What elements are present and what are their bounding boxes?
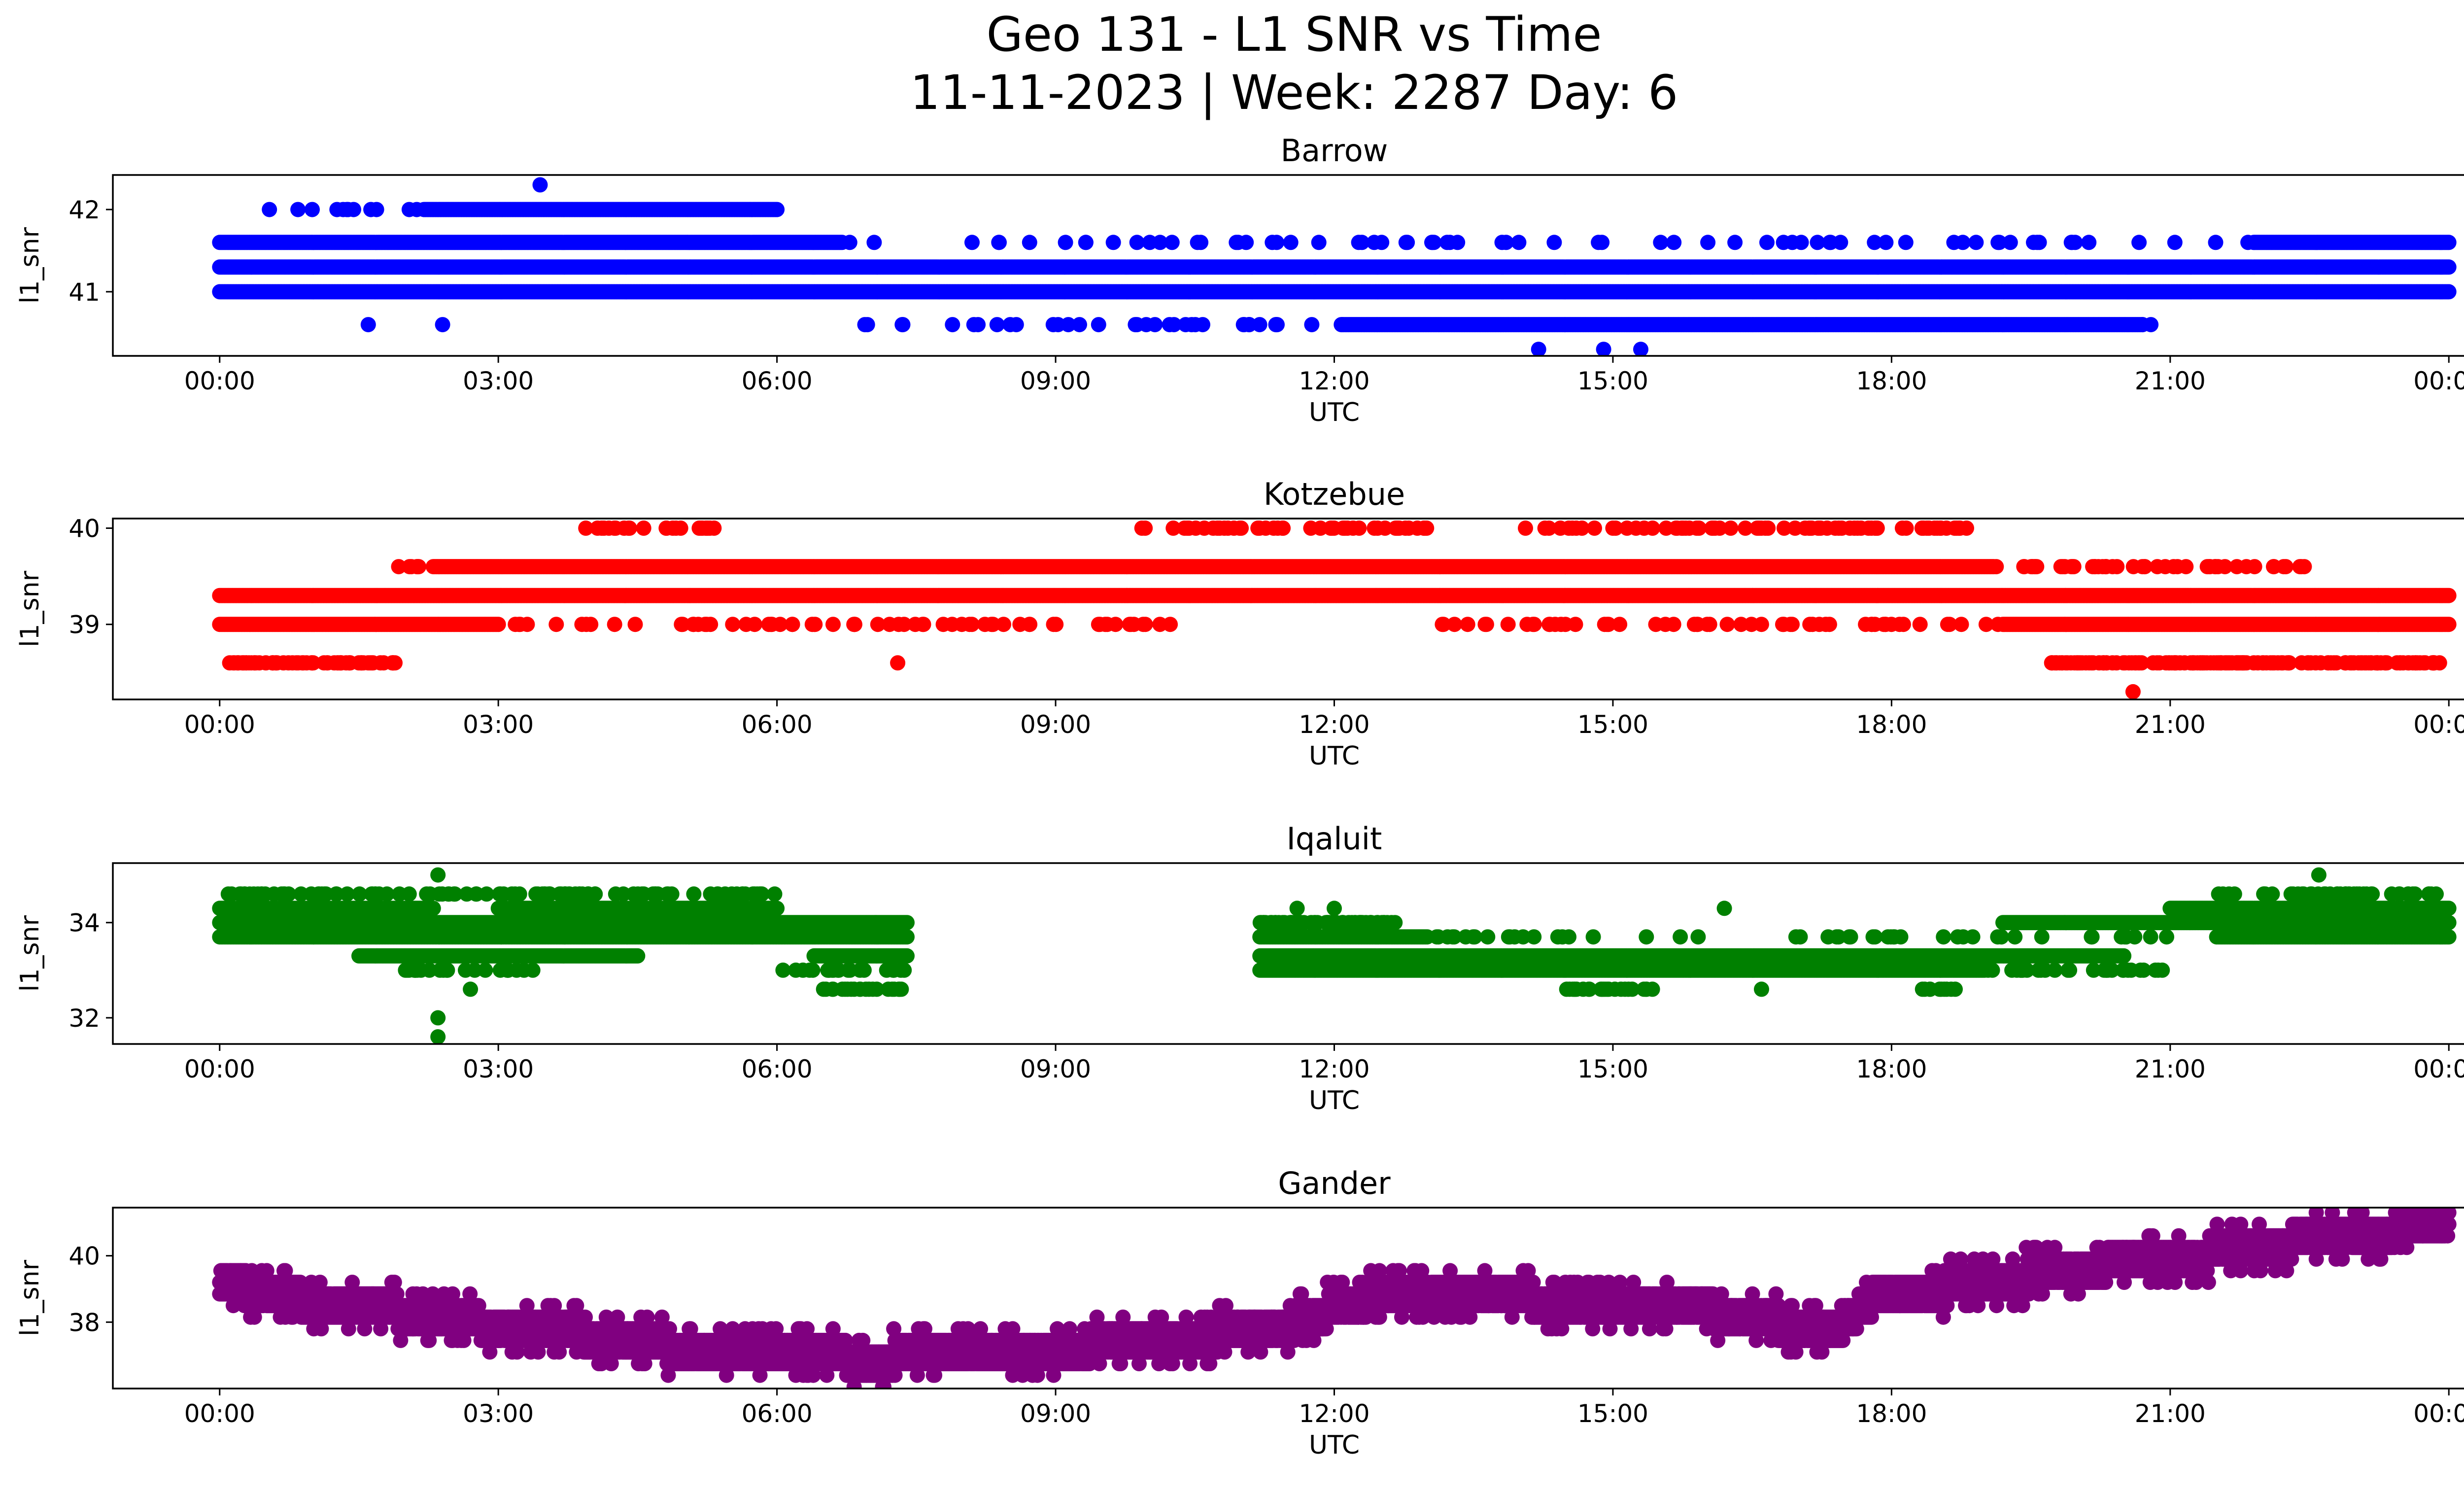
data-point (1596, 342, 1611, 356)
y-tick-label: 42 (68, 196, 100, 224)
data-point (2240, 235, 2256, 250)
data-point (1442, 235, 1458, 250)
data-point (857, 317, 873, 333)
data-point (1190, 235, 1205, 250)
data-point (1008, 317, 1024, 333)
data-point (895, 317, 911, 333)
data-point (2441, 235, 2457, 250)
data-point (1867, 235, 1882, 250)
data-point (1546, 235, 1562, 250)
data-point (2081, 235, 2097, 250)
data-point (991, 235, 1007, 250)
data-point (1776, 235, 1791, 250)
data-point (2135, 317, 2151, 333)
data-point (1022, 235, 1037, 250)
data-point (769, 202, 785, 217)
data-point (966, 317, 982, 333)
x-tick-label: 03:00 (463, 367, 534, 395)
x-axis-label: UTC (1309, 398, 1360, 427)
scatter-series (212, 177, 2457, 356)
subplot-title: Kotzebue (1264, 476, 1405, 512)
data-point (964, 235, 980, 250)
data-point (2167, 235, 2183, 250)
data-point (1061, 317, 1076, 333)
subplots: Barrow 00:00 03:00 06:00 09:00 12:00 15:00 18:0… (15, 133, 2464, 1460)
data-point (1400, 235, 1415, 250)
data-point (305, 202, 320, 217)
data-point (1946, 235, 1962, 250)
data-point (1269, 235, 1285, 250)
data-point (1666, 235, 1682, 250)
data-point (1700, 235, 1716, 250)
data-point (1105, 235, 1121, 250)
data-point (1268, 317, 1284, 333)
data-point (1494, 235, 1510, 250)
data-point (340, 202, 356, 217)
data-point (1594, 235, 1610, 250)
y-axis-label: l1_snr (15, 227, 45, 304)
x-tick-label: 15:00 (1577, 367, 1648, 395)
x-tick-label: 12:00 (1299, 367, 1369, 395)
data-point (1138, 317, 1154, 333)
data-point (1283, 235, 1299, 250)
subplot-title: Barrow (1281, 133, 1388, 169)
subplot-barrow: Barrow 00:00 03:00 06:00 09:00 12:00 15:00 18:0… (15, 133, 2464, 427)
data-point (2441, 259, 2457, 275)
x-tick-label: 06:00 (742, 367, 813, 395)
data-point (1311, 235, 1327, 250)
data-point (1424, 235, 1439, 250)
x-tick-label: 09:00 (1020, 367, 1091, 395)
data-point (360, 317, 376, 333)
x-tick-label: 18:00 (1856, 367, 1927, 395)
data-point (2131, 235, 2147, 250)
data-point (363, 202, 379, 217)
data-point (1078, 235, 1094, 250)
data-point (1759, 235, 1775, 250)
data-point (1727, 235, 1743, 250)
data-point (842, 235, 857, 250)
data-point (989, 317, 1005, 333)
data-point (532, 177, 548, 193)
data-point (1898, 235, 1914, 250)
data-point (1230, 235, 1246, 250)
data-point (1058, 235, 1073, 250)
y-tick-label: 41 (68, 278, 100, 307)
data-point (1195, 317, 1210, 333)
data-point (1822, 235, 1838, 250)
data-point (866, 235, 882, 250)
data-point (1252, 317, 1267, 333)
data-point (945, 317, 960, 333)
x-tick-label: 21:00 (2135, 367, 2206, 395)
data-point (2208, 235, 2224, 250)
data-point (1511, 235, 1527, 250)
data-point (262, 202, 277, 217)
data-point (1653, 235, 1669, 250)
data-point (2441, 284, 2457, 300)
data-point (1236, 317, 1252, 333)
x-tick-label: 00:00 (2413, 367, 2464, 395)
data-point (1990, 235, 2006, 250)
data-point (1374, 235, 1390, 250)
data-point (435, 317, 450, 333)
data-point (2067, 235, 2083, 250)
x-tick-label: 00:00 (184, 367, 255, 395)
data-point (1531, 342, 1546, 356)
data-point (1968, 235, 1984, 250)
figure-title-line2: 11-11-2023 | Week: 2287 Day: 6 (910, 65, 1678, 121)
data-point (1633, 342, 1648, 356)
data-point (1091, 317, 1106, 333)
data-point (1142, 235, 1158, 250)
data-point (1335, 317, 1350, 333)
data-point (1304, 317, 1320, 333)
data-point (2031, 235, 2047, 250)
data-point (290, 202, 306, 217)
figure-title-line1: Geo 131 - L1 SNR vs Time (987, 7, 1602, 62)
data-point (401, 202, 417, 217)
